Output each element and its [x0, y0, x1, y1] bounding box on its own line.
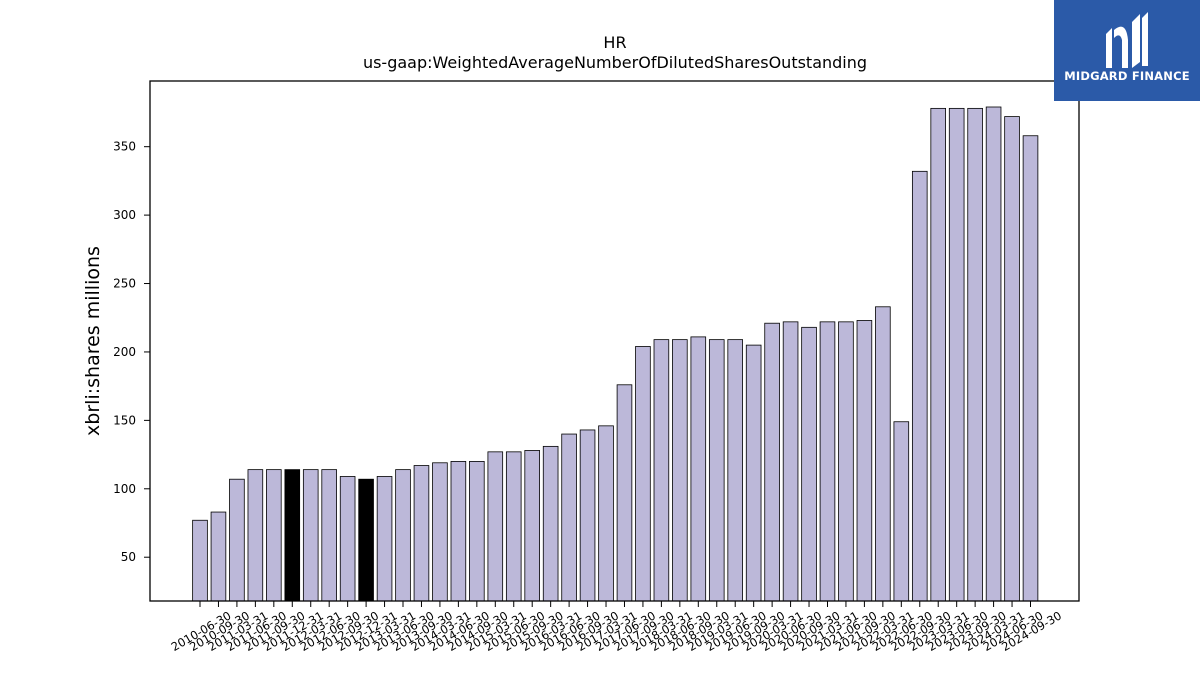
bar-2012-12-31	[358, 478, 374, 602]
bar-2010-06-30	[192, 519, 208, 602]
bar-2013-06-30	[395, 469, 411, 602]
bar-2014-06-30	[450, 461, 467, 602]
bar-2011-03-31	[229, 478, 245, 602]
bar-2010-09-30	[210, 511, 227, 602]
y-tick-label: 200	[113, 345, 136, 359]
y-tick-label: 50	[121, 550, 136, 564]
bar-2012-09-30	[339, 476, 356, 602]
y-tick-label: 250	[113, 277, 136, 291]
bar-2017-06-30	[616, 384, 633, 602]
bar-2014-03-31	[432, 462, 448, 602]
bar-2012-06-30	[321, 469, 337, 602]
y-tick-label: 300	[113, 208, 136, 222]
y-tick-label: 350	[113, 140, 136, 154]
bars-group	[192, 106, 1039, 602]
chart-title: HR	[603, 33, 626, 52]
bar-2011-09-30	[266, 469, 282, 602]
bar-2020-09-30	[801, 326, 817, 602]
bar-2015-06-30	[505, 451, 522, 602]
bar-2019-03-31	[708, 339, 725, 602]
bar-2015-09-30	[524, 450, 540, 602]
bar-2018-06-30	[672, 339, 688, 602]
bar-2019-09-30	[745, 344, 762, 602]
y-tick-label: 100	[113, 482, 136, 496]
bar-2021-09-30	[856, 320, 873, 602]
bar-2015-03-31	[487, 451, 504, 602]
bar-2023-06-30	[948, 107, 965, 602]
bar-2011-12-31	[284, 469, 301, 602]
bar-2021-03-31	[819, 321, 836, 602]
bar-2021-06-30	[838, 321, 854, 602]
bar-2016-06-30	[561, 433, 577, 602]
logo-text: MIDGARD FINANCE	[1064, 69, 1190, 83]
bar-2017-03-31	[598, 425, 614, 602]
y-tick-label: 150	[113, 413, 136, 427]
bar-2013-09-30	[413, 465, 430, 602]
midgard-logo-icon	[1054, 0, 1200, 101]
plot-frame	[149, 80, 1080, 602]
midgard-finance-logo: MIDGARD FINANCE	[1054, 0, 1200, 101]
bar-2019-06-30	[727, 339, 743, 602]
bar-2022-09-30	[911, 170, 928, 602]
bar-2023-03-31	[930, 107, 947, 602]
bar-2020-06-30	[782, 321, 799, 602]
bar-2024-06-30	[1004, 116, 1020, 602]
bar-2022-06-30	[893, 421, 910, 602]
bar-2018-09-30	[690, 336, 707, 602]
y-axis-label: xbrli:shares millions	[82, 246, 104, 436]
bar-2014-09-30	[469, 461, 485, 602]
bar-2024-03-31	[985, 106, 1002, 602]
bar-2016-09-30	[579, 429, 596, 602]
bar-2023-09-30	[967, 107, 983, 602]
bar-2012-03-31	[302, 469, 319, 602]
bar-2018-03-31	[653, 339, 670, 602]
chart-subtitle: us-gaap:WeightedAverageNumberOfDilutedSh…	[363, 53, 867, 72]
bar-2024-09-30	[1022, 135, 1039, 602]
bar-2013-03-31	[376, 476, 393, 602]
bar-2020-03-31	[764, 322, 780, 602]
bar-2022-03-31	[875, 306, 891, 602]
y-axis-ticks: 50 100 150 200 250 300 350	[113, 140, 150, 564]
x-axis-ticks: 2010-06-302010-09-302011-03-312011-06-30…	[169, 601, 1064, 654]
bar-2016-03-31	[542, 445, 559, 602]
bar-2011-06-30	[247, 469, 264, 602]
bar-2017-09-30	[635, 346, 651, 602]
